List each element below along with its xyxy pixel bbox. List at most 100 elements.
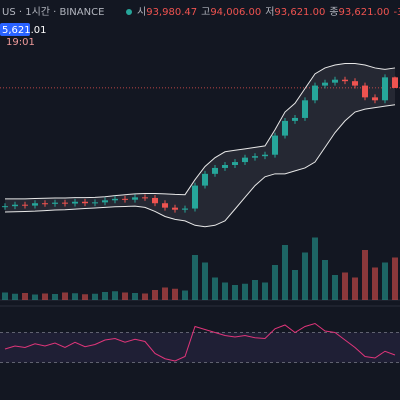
volume-bar <box>32 294 38 300</box>
volume-bar <box>172 288 178 300</box>
volume-bar <box>322 260 328 300</box>
volume-bar <box>112 291 118 300</box>
candle-body <box>372 97 378 101</box>
candle-body <box>102 200 108 203</box>
volume-bar <box>42 293 48 300</box>
candle-body <box>152 197 158 204</box>
volume-bar <box>232 285 238 300</box>
change: -359.47 (-0.38%) <box>393 7 400 18</box>
volume-bar <box>252 280 258 300</box>
countdown: 19:01 <box>6 37 35 48</box>
candle-body <box>262 154 268 157</box>
candle-body <box>192 185 198 209</box>
candle-body <box>172 207 178 210</box>
candle-body <box>92 202 98 204</box>
volume-bar <box>292 270 298 300</box>
candle-body <box>302 100 308 118</box>
volume-bar <box>202 262 208 300</box>
volume-bar <box>12 293 18 300</box>
volume-bar <box>332 275 338 300</box>
candle-body <box>352 81 358 86</box>
candle-body <box>242 157 248 163</box>
candle-body <box>392 77 398 88</box>
volume-bar <box>82 294 88 300</box>
volume-bar <box>272 265 278 300</box>
candle-body <box>62 202 68 204</box>
candle-body <box>342 79 348 82</box>
candle-body <box>112 198 118 201</box>
ohlc-value: 93,980.47 <box>146 7 197 18</box>
candle-body <box>282 120 288 136</box>
volume-bar <box>122 292 128 300</box>
candle-body <box>162 203 168 208</box>
candle-body <box>202 173 208 186</box>
candle-body <box>22 204 28 206</box>
volume-bar <box>312 237 318 300</box>
price-tag: 5,621.01 <box>2 25 47 36</box>
volume-bar <box>212 277 218 300</box>
symbol: US · 1시간 · BINANCE <box>2 6 104 18</box>
volume-bar <box>72 293 78 300</box>
candle-body <box>2 206 8 208</box>
price-tag-box <box>0 23 30 36</box>
candle-body <box>332 79 338 83</box>
volume-bar <box>142 293 148 300</box>
candle-body <box>82 201 88 204</box>
candle-body <box>252 156 258 158</box>
ohlc-label: 저 <box>265 6 274 18</box>
volume-bar <box>342 272 348 300</box>
candle-body <box>72 201 78 204</box>
candle-body <box>382 77 388 101</box>
legend: US · 1시간 · BINANCE 시93,980.47 고94,006.00 저… <box>2 6 400 18</box>
candle-body <box>132 197 138 200</box>
ohlc-label: 종 <box>329 6 338 18</box>
candle-body <box>362 85 368 98</box>
band-fill <box>5 63 395 227</box>
volume-bar <box>102 292 108 300</box>
volume-bar <box>392 257 398 300</box>
candle-body <box>122 198 128 200</box>
candle-body <box>32 203 38 206</box>
volume-bar <box>242 283 248 300</box>
candle-body <box>142 197 148 199</box>
ohlc: 시93,980.47 고94,006.00 저93,621.00 종93,621.00… <box>137 6 400 18</box>
candle-body <box>182 208 188 210</box>
ohlc-value: 93,621.00 <box>274 7 325 18</box>
band-line <box>4 104 396 228</box>
volume-bar <box>282 245 288 300</box>
volume-bar <box>222 282 228 300</box>
candle-body <box>232 162 238 165</box>
candle-body <box>12 204 18 207</box>
candle-body <box>212 167 218 174</box>
volume-bar <box>352 277 358 300</box>
volume-bar <box>92 293 98 300</box>
volume-bar <box>132 293 138 300</box>
rsi-line <box>4 322 396 362</box>
candle-body <box>42 203 48 205</box>
candle-body <box>52 202 58 204</box>
candle-body <box>312 85 318 101</box>
ohlc-label: 고 <box>201 7 210 18</box>
volume-bar <box>372 267 378 300</box>
volume-bar <box>382 262 388 300</box>
volume-bar <box>192 255 198 300</box>
band-line <box>5 63 396 200</box>
volume-bar <box>52 294 58 300</box>
plot <box>0 63 400 363</box>
volume-bar <box>162 287 168 300</box>
volume-bar <box>152 290 158 300</box>
candle-body <box>322 82 328 86</box>
candle-body <box>292 117 298 121</box>
candle-body <box>272 135 278 155</box>
volume-bar <box>2 292 8 300</box>
volume-bar <box>62 292 68 300</box>
volume-bar <box>182 290 188 300</box>
ohlc-value: 94,006.00 <box>210 7 261 18</box>
ohlc-value: 93,621.00 <box>339 7 390 18</box>
status-dot <box>126 9 132 15</box>
candle-body <box>222 165 228 168</box>
volume-bar <box>262 282 268 300</box>
volume-bar <box>302 252 308 300</box>
